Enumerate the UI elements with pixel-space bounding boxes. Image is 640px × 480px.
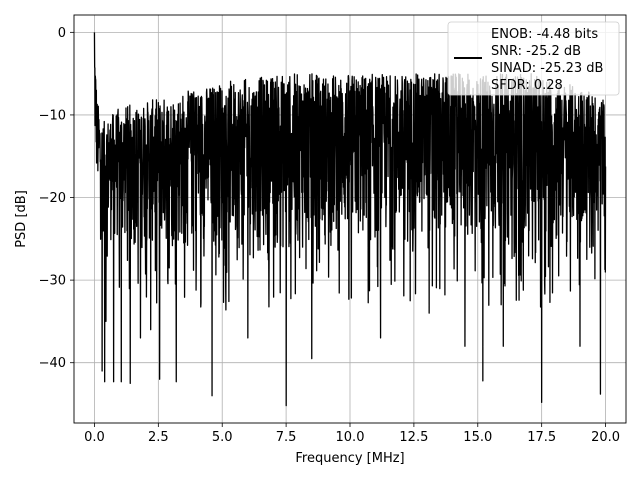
y-tick-label-2: −20 [39,191,66,206]
psd-series [93,32,607,407]
x-tick-label-3: 7.5 [276,430,297,445]
y-tick-label-4: −40 [39,356,66,371]
legend-entry-snr: SNR: -25.2 dB [491,44,581,59]
x-tick-label-0: 0.0 [84,430,105,445]
legend-entry-sinad: SINAD: -25.23 dB [491,61,603,76]
y-axis-label: PSD [dB] [14,190,29,248]
x-tick-label-6: 15.0 [463,430,492,445]
axis-ticks: 0.0 2.5 5.0 7.5 10.0 12.5 15.0 17.5 20.0 0 −10 −20 −… [39,26,620,445]
y-tick-label-3: −30 [39,274,66,289]
y-tick-label-1: −10 [39,108,66,123]
x-tick-label-1: 2.5 [148,430,169,445]
x-tick-label-7: 17.5 [527,430,556,445]
legend-entry-sfdr: SFDR: 0.28 [491,78,563,93]
x-tick-label-4: 10.0 [336,430,365,445]
x-tick-label-8: 20.0 [591,430,620,445]
x-axis-label: Frequency [MHz] [295,451,404,466]
legend-entry-enob: ENOB: -4.48 bits [491,27,598,42]
x-tick-label-5: 12.5 [399,430,428,445]
legend-box [447,21,620,96]
y-tick-label-0: 0 [58,26,66,41]
legend: ENOB: -4.48 bits SNR: -25.2 dB SINAD: -2… [447,21,620,96]
psd-series-line [93,32,607,407]
x-tick-label-2: 5.0 [212,430,233,445]
